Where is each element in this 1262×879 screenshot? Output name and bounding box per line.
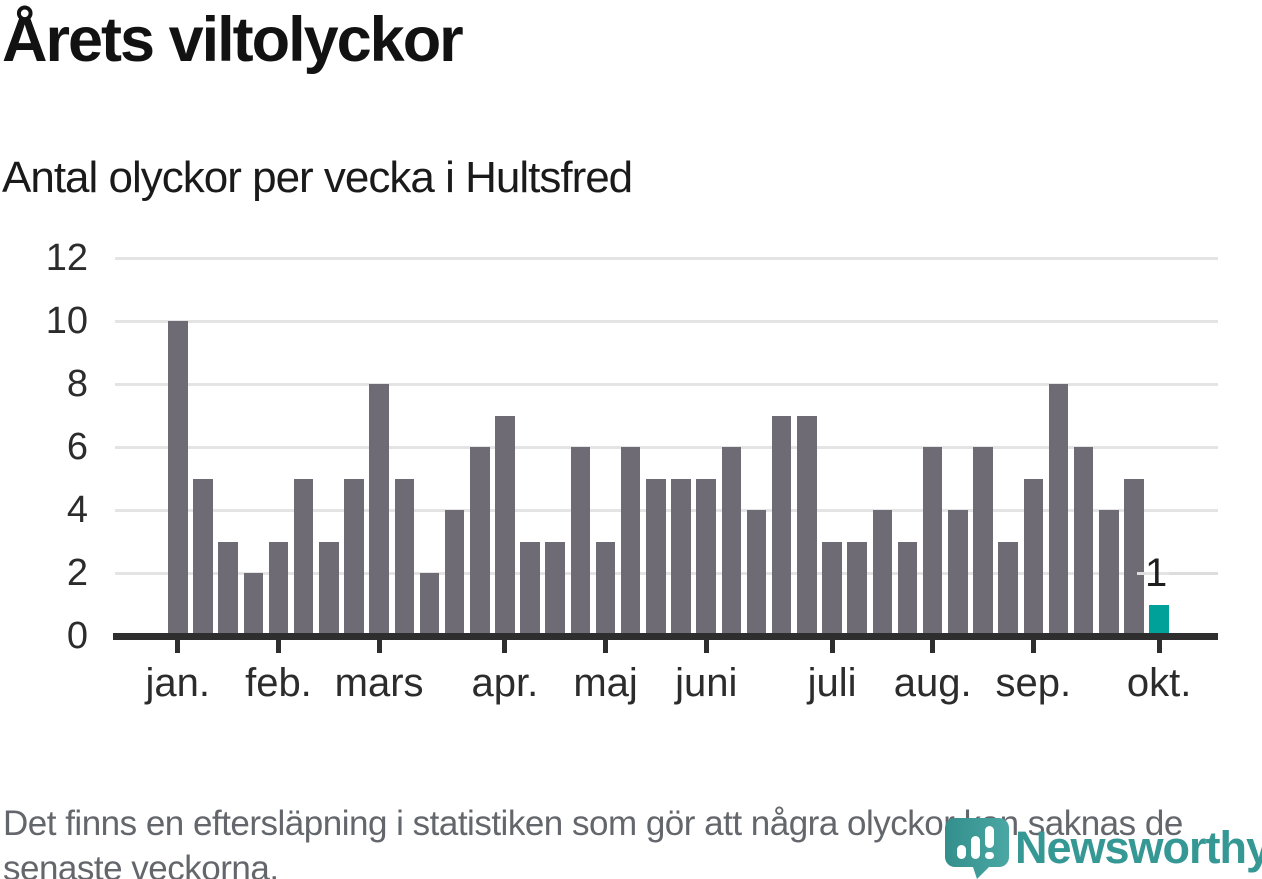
y-axis-label-10: 10	[45, 300, 88, 342]
bar-week-26	[797, 415, 817, 636]
bar-week-34	[998, 541, 1018, 636]
x-axis-label-juni: juni	[675, 661, 738, 705]
bar-week-18	[595, 541, 616, 636]
gridline-y-4	[115, 508, 1218, 512]
x-axis-tick-sep	[1030, 639, 1036, 653]
bar-week-33	[973, 447, 993, 636]
y-axis-label-8: 8	[66, 363, 88, 405]
logo-dot	[985, 852, 994, 859]
bar-week-13	[470, 447, 490, 636]
page-title: Årets viltolyckor	[2, 5, 464, 75]
latest-value-leader-line-left	[1137, 571, 1146, 575]
x-axis-label-juli: juli	[807, 661, 857, 705]
bar-week-21	[671, 478, 691, 636]
y-axis-label-12: 12	[45, 237, 88, 279]
bar-week-12	[444, 510, 465, 636]
bar-week-5	[268, 541, 289, 636]
x-axis-tick-mars	[376, 639, 382, 653]
bar-week-36	[1048, 384, 1069, 636]
x-axis-label-aug: aug.	[893, 661, 972, 705]
x-axis-tick-jan	[175, 639, 181, 653]
bar-week-31	[922, 447, 943, 636]
bar-week-22	[696, 478, 716, 636]
bar-week-1	[168, 321, 188, 636]
bar-week-28	[847, 541, 867, 636]
latest-value-leader-line-right	[1169, 571, 1218, 575]
chart-subtitle: Antal olyckor per vecka i Hultsfred	[2, 153, 633, 202]
x-axis-label-maj: maj	[573, 661, 638, 705]
bar-week-25	[771, 415, 792, 636]
bar-week-24	[746, 510, 767, 636]
y-axis-label-6: 6	[66, 426, 88, 468]
y-axis-label-0: 0	[66, 615, 88, 657]
gridline-y-12	[115, 256, 1218, 260]
bar-week-27	[822, 541, 842, 636]
newsworthy-logo-icon	[945, 818, 1009, 879]
gridline-y-2	[115, 571, 1218, 575]
y-axis-label-2: 2	[66, 552, 88, 594]
logo-bar-tall	[985, 826, 994, 848]
bar-week-39	[1124, 478, 1144, 636]
x-axis-tick-juli	[829, 639, 835, 653]
gridline-y-6	[115, 445, 1218, 449]
bar-week-38	[1099, 510, 1119, 636]
bar-week-19	[620, 447, 641, 636]
latest-value-label: 1	[1145, 551, 1168, 595]
x-axis-label-feb: feb.	[245, 661, 312, 705]
bar-week-9	[369, 384, 389, 636]
bar-week-40	[1149, 604, 1169, 636]
bar-week-6	[293, 478, 314, 636]
x-axis-tick-maj	[603, 639, 609, 653]
bar-week-30	[897, 541, 918, 636]
logo-bar-medium	[971, 836, 980, 859]
x-axis-tick-okt	[1156, 639, 1162, 653]
bar-week-17	[570, 447, 591, 636]
bar-week-16	[545, 541, 565, 636]
bar-week-35	[1023, 478, 1044, 636]
bar-week-14	[495, 415, 515, 636]
x-axis-tick-aug	[930, 639, 936, 653]
bar-week-23	[721, 447, 742, 636]
bar-week-2	[193, 478, 213, 636]
bar-week-10	[394, 478, 415, 636]
x-axis-label-okt: okt.	[1126, 661, 1192, 705]
x-axis-label-sep: sep.	[995, 661, 1072, 705]
bar-week-7	[319, 541, 339, 636]
gridline-y-10	[115, 319, 1218, 323]
bar-week-20	[646, 478, 666, 636]
x-axis-label-mars: mars	[334, 661, 424, 705]
y-axis-label-4: 4	[66, 489, 88, 531]
x-axis-label-jan: jan.	[145, 661, 211, 705]
bar-week-15	[520, 541, 540, 636]
x-axis-tick-feb	[275, 639, 281, 653]
bar-week-8	[344, 478, 364, 636]
x-axis-tick-juni	[703, 639, 709, 653]
bar-week-3	[218, 541, 238, 636]
bar-week-32	[948, 510, 968, 636]
x-axis-label-apr: apr.	[471, 661, 539, 705]
x-axis-tick-apr	[502, 639, 508, 653]
gridline-y-8	[115, 382, 1218, 386]
bar-week-11	[419, 573, 440, 636]
bar-week-29	[872, 510, 893, 636]
logo-bar-short	[957, 845, 966, 859]
bar-week-37	[1073, 447, 1094, 636]
bar-week-4	[243, 573, 264, 636]
x-axis-line	[113, 632, 1218, 640]
newsworthy-wordmark: Newsworthy	[1015, 822, 1262, 873]
footer-note-line2: senaste veckorna.	[3, 849, 279, 879]
